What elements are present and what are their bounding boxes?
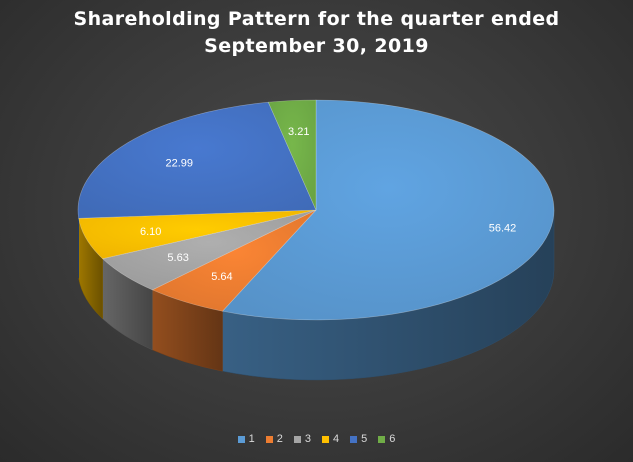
data-label-5: 22.99 bbox=[165, 157, 193, 169]
data-label-6: 3.21 bbox=[288, 126, 309, 138]
legend-label: 4 bbox=[333, 433, 340, 445]
legend-swatch bbox=[293, 435, 301, 443]
legend-swatch bbox=[350, 435, 358, 443]
legend-item-1: 1 bbox=[237, 433, 255, 445]
pie-slice-5 bbox=[77, 101, 317, 219]
legend-swatch bbox=[322, 435, 329, 443]
chart-title: Shareholding Pattern for the quarter end… bbox=[0, 6, 633, 60]
legend-swatch bbox=[378, 435, 386, 443]
legend-swatch bbox=[265, 435, 273, 443]
legend-item-5: 5 bbox=[350, 433, 367, 445]
pie-slice-6 bbox=[267, 99, 317, 211]
legend-item-4: 4 bbox=[322, 433, 339, 445]
pie-slice-3 bbox=[102, 209, 317, 291]
legend-item-3: 3 bbox=[293, 433, 311, 445]
legend-label: 6 bbox=[389, 433, 396, 445]
data-label-1: 56.42 bbox=[489, 223, 517, 235]
legend-item-6: 6 bbox=[378, 433, 395, 445]
pie-slice-4 bbox=[78, 209, 317, 260]
legend-label: 1 bbox=[248, 433, 255, 445]
pie-slice-2 bbox=[151, 209, 317, 312]
pie-slice-1 bbox=[221, 99, 555, 321]
data-label-3: 5.63 bbox=[167, 252, 188, 264]
pie-side-5 bbox=[77, 209, 79, 279]
legend-label: 2 bbox=[276, 433, 283, 445]
legend-item-2: 2 bbox=[265, 433, 283, 445]
legend-label: 3 bbox=[304, 433, 311, 445]
chart-legend: 1 2 3 4 5 6 bbox=[0, 433, 633, 445]
legend-label: 5 bbox=[361, 433, 368, 445]
data-label-2: 5.64 bbox=[211, 271, 232, 283]
chart-title-line-1: Shareholding Pattern for the quarter end… bbox=[73, 8, 560, 30]
chart-title-line-2: September 30, 2019 bbox=[204, 35, 429, 57]
legend-swatch bbox=[237, 435, 245, 443]
data-label-4: 6.10 bbox=[140, 226, 161, 238]
